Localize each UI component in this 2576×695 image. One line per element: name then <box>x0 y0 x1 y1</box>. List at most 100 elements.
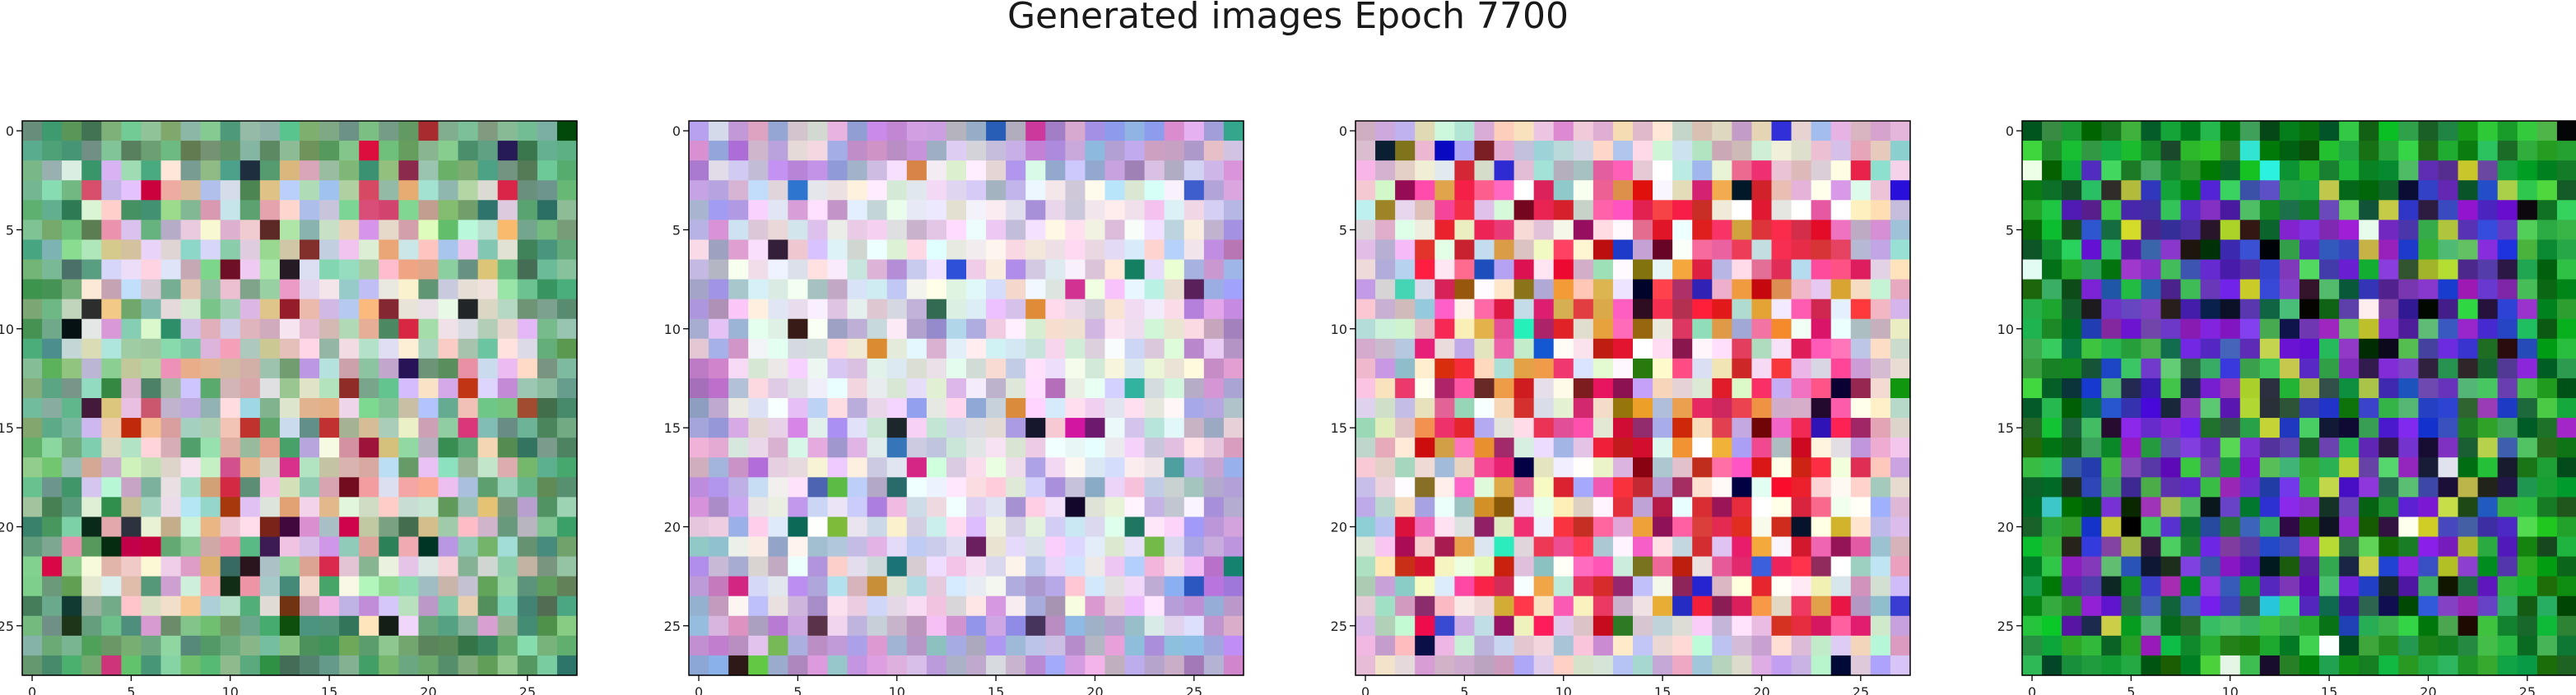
heatmap-cell <box>768 398 788 419</box>
heatmap-cell <box>2457 279 2479 300</box>
heatmap-cell <box>807 220 829 241</box>
heatmap-cell <box>1454 200 1476 220</box>
heatmap-cell <box>2239 220 2261 241</box>
heatmap-cell <box>1553 259 1574 280</box>
heatmap-cell <box>458 338 479 359</box>
heatmap-cell <box>1164 378 1185 399</box>
heatmap-cell <box>2418 259 2439 280</box>
heatmap-cell <box>2062 279 2082 300</box>
heatmap-cell <box>2536 279 2558 300</box>
heatmap-cell <box>906 536 928 558</box>
heatmap-cell <box>689 259 709 280</box>
heatmap-cell <box>1104 141 1126 161</box>
heatmap-cell <box>1791 358 1812 379</box>
heatmap-cell <box>946 358 967 379</box>
heatmap-cell <box>1164 635 1185 656</box>
heatmap-cell <box>497 635 518 656</box>
heatmap-cell <box>728 378 749 399</box>
heatmap-cell <box>2359 576 2379 597</box>
heatmap-cell <box>220 536 241 558</box>
heatmap-cell <box>239 121 261 141</box>
heatmap-cell <box>220 200 241 220</box>
heatmap-cell <box>319 457 340 478</box>
heatmap-cell <box>359 457 379 478</box>
heatmap-cell <box>1633 378 1653 399</box>
heatmap-cell <box>2121 358 2142 379</box>
heatmap-cell <box>200 121 221 141</box>
heatmap-cell <box>1653 576 1673 597</box>
heatmap-cell <box>847 556 868 577</box>
heatmap-cell <box>339 338 360 359</box>
heatmap-cell <box>1144 141 1165 161</box>
heatmap-cell <box>1771 556 1793 577</box>
heatmap-cell <box>1454 279 1476 300</box>
heatmap-cell <box>359 418 379 438</box>
heatmap-cell <box>1395 576 1416 597</box>
heatmap-cell <box>1065 398 1086 419</box>
heatmap-cell <box>1593 141 1614 161</box>
heatmap-cell <box>926 655 947 676</box>
heatmap-cell <box>2418 378 2439 399</box>
heatmap-cell <box>279 338 300 359</box>
heatmap-cell <box>728 318 749 340</box>
heatmap-cell <box>827 299 849 320</box>
heatmap-cell <box>709 576 729 597</box>
heatmap-cell <box>689 595 709 617</box>
heatmap-cell <box>966 279 987 300</box>
heatmap-cell <box>1454 239 1476 261</box>
x-tick-label: 20 <box>1086 684 1103 695</box>
heatmap-cell <box>1830 517 1852 538</box>
heatmap-cell <box>22 517 43 538</box>
heatmap-cell <box>1612 477 1634 498</box>
heatmap-cell <box>1494 220 1515 241</box>
heatmap-cell <box>418 497 439 518</box>
heatmap-cell <box>81 418 102 438</box>
heatmap-cell <box>1653 121 1673 141</box>
heatmap-cell <box>2497 299 2518 320</box>
heatmap-cell <box>867 358 888 379</box>
heatmap-cell <box>2279 457 2300 478</box>
heatmap-cell <box>2477 338 2499 359</box>
heatmap-cell <box>886 655 908 676</box>
heatmap-cell <box>1771 517 1793 538</box>
heatmap-cell <box>1593 239 1614 261</box>
heatmap-cell <box>1692 358 1713 379</box>
heatmap-cell <box>2081 536 2102 558</box>
heatmap-cell <box>2319 418 2340 438</box>
heatmap-cell <box>2497 141 2518 161</box>
heatmap-cell <box>2200 318 2221 340</box>
heatmap-cell <box>728 418 749 438</box>
heatmap-cell <box>966 477 987 498</box>
heatmap-cell <box>1692 239 1713 261</box>
heatmap-cell <box>1593 556 1614 577</box>
heatmap-cell <box>2160 517 2182 538</box>
x-tick-label: 20 <box>2420 684 2436 695</box>
heatmap-cell <box>1612 220 1634 241</box>
heatmap-cell <box>180 160 202 181</box>
heatmap-cell <box>180 299 202 320</box>
heatmap-cell <box>239 457 261 478</box>
heatmap-cell <box>438 438 459 458</box>
heatmap-cell <box>101 200 122 220</box>
heatmap-cell <box>926 517 947 538</box>
heatmap-cell <box>2062 595 2082 617</box>
heatmap-cell <box>1653 536 1673 558</box>
heatmap-cell <box>1533 655 1555 676</box>
heatmap-cell <box>438 121 459 141</box>
heatmap-cell <box>1164 457 1185 478</box>
heatmap-cell <box>22 556 43 577</box>
heatmap-cell <box>906 299 928 320</box>
heatmap-cell <box>2279 655 2300 676</box>
heatmap-cell <box>339 418 360 438</box>
heatmap-cell <box>339 378 360 399</box>
heatmap-cell <box>359 338 379 359</box>
heatmap-cell <box>438 259 459 280</box>
heatmap-cell <box>2319 595 2340 617</box>
heatmap-cell <box>239 595 261 617</box>
heatmap-cell <box>2101 615 2122 637</box>
heatmap-cell <box>1633 141 1653 161</box>
heatmap-cell <box>1395 457 1416 478</box>
heatmap-cell <box>1065 438 1086 458</box>
heatmap-cell <box>2141 477 2162 498</box>
heatmap-cell <box>2081 615 2102 637</box>
